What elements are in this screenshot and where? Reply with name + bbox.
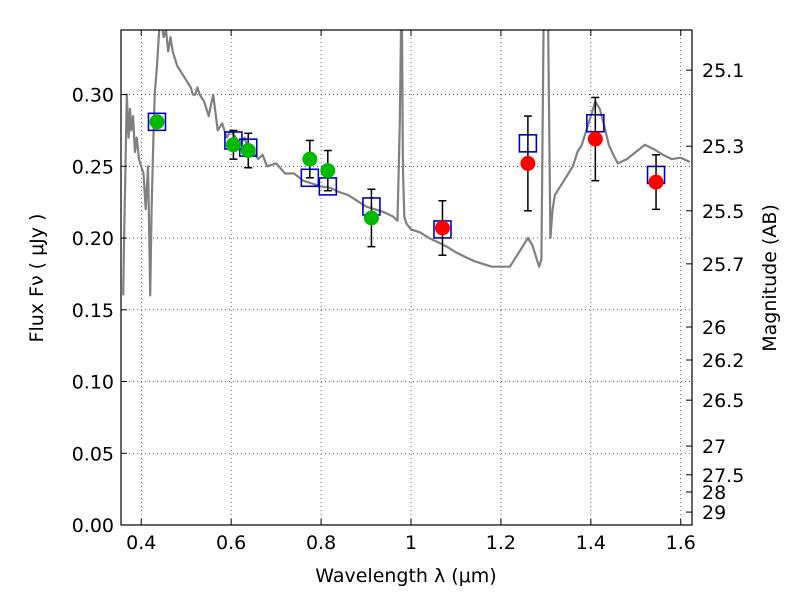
magnitude-tick-label: 27 <box>702 436 726 458</box>
x-tick-label: 1.4 <box>576 532 606 554</box>
right-axis-label: Magnitude (AB) <box>759 204 781 352</box>
x-tick-label: 0.8 <box>306 532 336 554</box>
magnitude-tick-label: 25.1 <box>702 60 744 82</box>
magnitude-tick-label: 26.5 <box>702 390 744 412</box>
observed-point <box>320 163 336 179</box>
x-tick-label: 1 <box>405 532 417 554</box>
magnitude-tick-label: 25.5 <box>702 201 744 223</box>
y-tick-label: 0.15 <box>72 300 114 322</box>
plot-area <box>121 30 692 525</box>
observed-point <box>648 174 664 190</box>
x-axis-ticks: 0.4 0.6 0.8 1 1.2 1.4 1.6 <box>126 30 696 554</box>
observed-point <box>587 131 603 147</box>
observed-point <box>520 155 536 171</box>
magnitude-tick-label: 27.5 <box>702 465 744 487</box>
y-axis-ticks: 0.00 0.05 0.10 0.15 0.20 0.25 0.30 <box>72 85 127 537</box>
observed-point <box>363 210 379 226</box>
magnitude-tick-label: 26.2 <box>702 350 744 372</box>
x-tick-label: 0.6 <box>216 532 246 554</box>
grid <box>121 30 692 526</box>
observed-point <box>149 114 165 130</box>
magnitude-tick-label: 28 <box>702 482 726 504</box>
model-photometry-square <box>147 112 167 132</box>
model-spectrum <box>122 30 691 297</box>
x-tick-label: 1.6 <box>666 532 696 554</box>
observed-point <box>225 137 241 153</box>
magnitude-tick-label: 25.3 <box>702 136 744 158</box>
observed-point <box>302 151 318 167</box>
observed-point <box>240 143 256 159</box>
magnitude-tick-label: 29 <box>702 502 726 524</box>
model-spectrum-line <box>122 30 691 297</box>
plot-frame <box>120 29 693 526</box>
y-tick-label: 0.30 <box>72 85 114 107</box>
x-tick-label: 0.4 <box>126 532 156 554</box>
data-points <box>147 96 666 257</box>
magnitude-tick-label: 26 <box>702 317 726 339</box>
y-tick-label: 0.25 <box>72 156 114 178</box>
y-tick-label: 0.20 <box>72 228 114 250</box>
magnitude-tick-label: 25.7 <box>702 254 744 276</box>
y-tick-label: 0.10 <box>72 372 114 394</box>
y-axis-label: Flux Fν ( μJy ) <box>26 214 48 343</box>
y-tick-label: 0.00 <box>72 515 114 537</box>
x-axis-label: Wavelength λ (μm) <box>315 565 496 587</box>
x-tick-label: 1.2 <box>486 532 516 554</box>
observed-point <box>434 220 450 236</box>
y-tick-label: 0.05 <box>72 443 114 465</box>
